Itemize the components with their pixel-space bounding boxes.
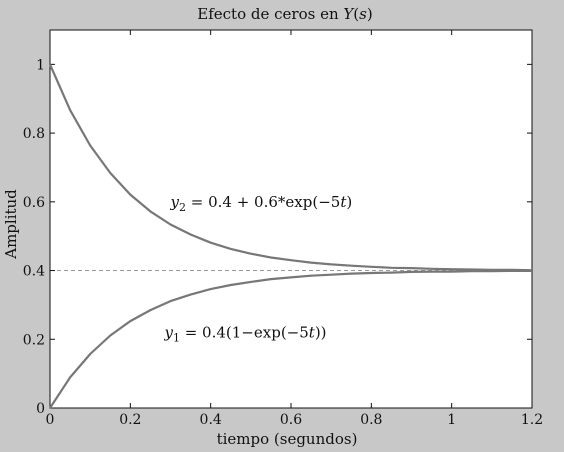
series-line-y1: [49, 269, 532, 409]
x-tick-label: 0.2: [119, 412, 141, 428]
y-tick-label: 0.4: [23, 264, 45, 280]
plot-area: [49, 29, 533, 409]
series-line-y2: [48, 63, 533, 272]
y-tick-label: 0: [36, 401, 45, 417]
x-tick-label: 0: [46, 412, 55, 428]
y-tick-label: 0.8: [23, 126, 45, 142]
x-tick-label: 1.2: [521, 412, 543, 428]
y-tick-label: 0.2: [23, 332, 45, 348]
y-tick-label: 0.6: [23, 195, 45, 211]
x-tick-label: 1: [447, 412, 456, 428]
x-tick-label: 0.8: [360, 412, 382, 428]
chart-title: Efecto de ceros en Y(s): [197, 5, 372, 23]
x-tick-label: 0.6: [280, 412, 302, 428]
y-axis-title: Amplitud: [2, 189, 20, 260]
x-tick-label: 0.4: [200, 412, 222, 428]
annotation-y2: y2 = 0.4 + 0.6*exp(−5t): [170, 193, 353, 214]
x-axis-title: tiempo (segundos): [217, 430, 358, 448]
y-tick-label: 1: [36, 57, 45, 73]
annotation-y1: y1 = 0.4(1−exp(−5t)): [163, 324, 326, 345]
